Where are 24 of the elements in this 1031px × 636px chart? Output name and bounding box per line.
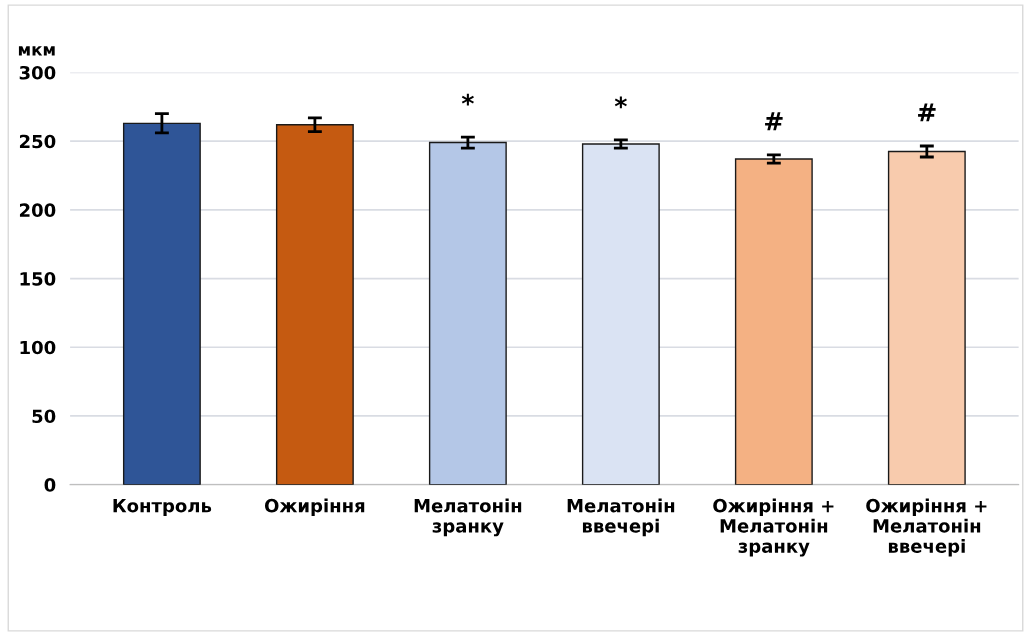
x-tick-label: Мелатонін зранку xyxy=(414,498,522,537)
bar xyxy=(428,141,507,485)
bar xyxy=(122,122,201,485)
bar xyxy=(275,124,354,485)
y-tick-label: 200 xyxy=(19,203,56,217)
x-tick-label: Ожиріння + Мелатонін ввечері xyxy=(866,498,987,557)
x-tick-label: Мелатонін ввечері xyxy=(567,498,675,537)
y-tick-label: 0 xyxy=(44,478,56,492)
x-tick-label: Контроль xyxy=(113,499,212,516)
y-tick-label: 250 xyxy=(19,134,56,149)
x-tick-label: Ожиріння xyxy=(264,498,365,516)
data-label: # xyxy=(765,112,783,131)
bar xyxy=(734,158,813,485)
data-label: * xyxy=(461,93,474,106)
data-label: * xyxy=(614,96,627,109)
x-tick-label: Ожиріння + Мелатонін зранку xyxy=(713,498,834,557)
data-label: # xyxy=(918,103,936,122)
bar xyxy=(581,143,660,485)
y-tick-label: 300 xyxy=(19,65,56,80)
y-tick-label: 50 xyxy=(32,409,56,424)
y-tick-label: 100 xyxy=(20,340,56,355)
y-tick-label: 150 xyxy=(20,272,56,286)
bar xyxy=(887,150,966,485)
y-axis-title: мкм xyxy=(18,46,55,56)
